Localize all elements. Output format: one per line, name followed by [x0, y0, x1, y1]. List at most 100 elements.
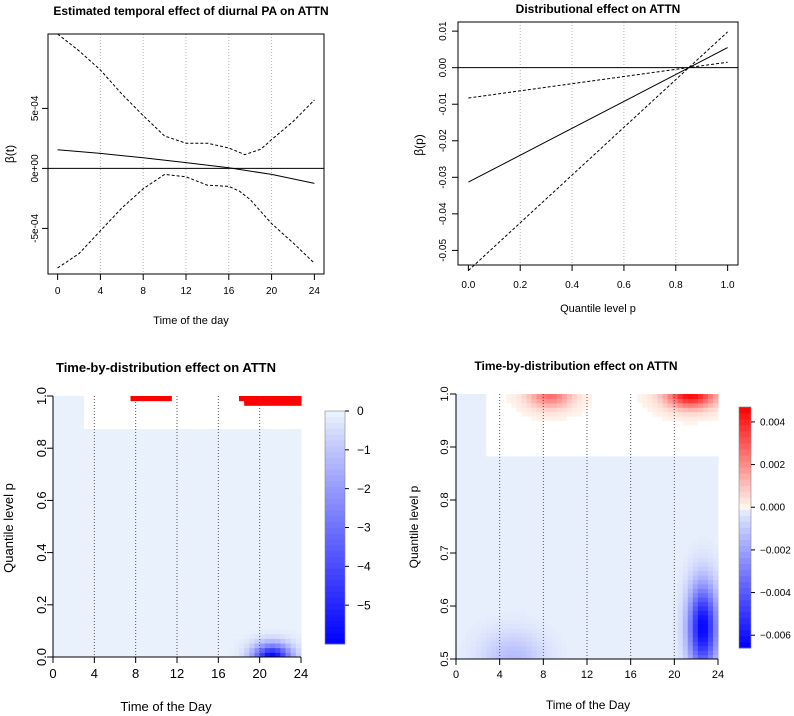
heatmap-cell — [576, 610, 583, 616]
heatmap-cell — [571, 650, 578, 656]
heatmap-cell — [486, 469, 492, 474]
heatmap-cell — [612, 438, 618, 444]
heatmap-cell — [197, 503, 204, 509]
heatmap-cell — [587, 544, 593, 550]
heatmap-cell — [146, 451, 152, 458]
heatmap-cell — [471, 522, 477, 527]
heatmap-cell — [84, 484, 90, 490]
heatmap-cell — [156, 419, 162, 425]
colorbar-segment — [325, 614, 345, 622]
heatmap-cell — [546, 579, 553, 585]
heatmap-cell — [561, 416, 568, 421]
heatmap-cell — [140, 629, 147, 635]
heatmap-cell — [68, 568, 75, 574]
heatmap-cell — [109, 447, 116, 453]
heatmap-cell — [486, 464, 492, 470]
heatmap-cell — [461, 513, 467, 519]
heatmap-cell — [521, 398, 528, 404]
heatmap-cell — [202, 456, 209, 462]
heatmap-cell — [481, 464, 487, 470]
heatmap-cell — [506, 553, 512, 558]
heatmap-cell — [161, 447, 168, 453]
heatmap-cell — [228, 409, 235, 416]
heatmap-cell — [481, 460, 487, 466]
heatmap-cell — [627, 553, 633, 558]
heatmap-cell — [511, 424, 517, 430]
heatmap-cell — [239, 447, 245, 453]
heatmap-cell — [466, 641, 472, 647]
heatmap-cell — [511, 610, 517, 616]
heatmap-cell — [607, 442, 613, 448]
heatmap-cell — [511, 495, 517, 501]
heatmap-cell — [68, 652, 75, 658]
heatmap-cell — [612, 504, 618, 510]
heatmap-cell — [125, 484, 131, 490]
heatmap-cell — [223, 559, 230, 565]
heatmap-cell — [476, 561, 482, 567]
heatmap-cell — [526, 447, 533, 452]
heatmap-cell — [254, 451, 261, 458]
heatmap-cell — [192, 447, 199, 453]
heatmap-cell — [536, 420, 543, 426]
heatmap-cell — [73, 633, 80, 639]
heatmap-cell — [587, 416, 593, 421]
heatmap-cell — [239, 549, 245, 555]
heatmap-cell — [466, 544, 472, 550]
heatmap-cell — [166, 545, 173, 551]
heatmap-cell — [471, 508, 477, 514]
heatmap-cell — [89, 549, 95, 555]
x-axis-label: Time of the Day — [546, 698, 630, 712]
heatmap-cell — [109, 414, 116, 420]
heatmap-cell — [264, 475, 271, 481]
heatmap-cell — [53, 461, 59, 467]
heatmap-cell — [94, 624, 100, 630]
heatmap-cell — [617, 579, 623, 585]
heatmap-cell — [290, 442, 297, 448]
heatmap-cell — [556, 394, 563, 399]
heatmap-cell — [84, 419, 90, 425]
heatmap-cell — [587, 623, 593, 629]
heatmap-cell — [146, 400, 152, 406]
heatmap-cell — [104, 475, 111, 481]
heatmap-cell — [456, 513, 462, 519]
heatmap-cell — [627, 464, 633, 470]
heatmap-cell — [602, 575, 608, 580]
heatmap-cell — [561, 645, 568, 651]
heatmap-cell — [290, 461, 297, 467]
heatmap-cell — [295, 624, 302, 630]
heatmap-cell — [491, 424, 497, 430]
heatmap-cell — [244, 647, 250, 653]
heatmap-cell — [89, 643, 95, 649]
heatmap-cell — [275, 610, 281, 616]
heatmap-cell — [627, 451, 633, 457]
heatmap-cell — [471, 579, 477, 585]
heatmap-cell — [259, 517, 266, 523]
heatmap-cell — [622, 513, 628, 519]
heatmap-cell — [290, 610, 297, 616]
heatmap-cell — [622, 504, 628, 510]
heatmap-cell — [104, 582, 111, 588]
heatmap-cell — [53, 479, 59, 486]
heatmap-cell — [197, 559, 204, 565]
heatmap-cell — [617, 623, 623, 629]
heatmap-cell — [140, 549, 147, 555]
heatmap-cell — [481, 407, 487, 413]
heatmap-cell — [73, 503, 80, 509]
heatmap-cell — [239, 396, 245, 402]
heatmap-cell — [120, 465, 126, 472]
heatmap-cell — [491, 491, 497, 497]
heatmap-cell — [259, 624, 266, 630]
heatmap-cell — [587, 650, 593, 656]
heatmap-cell — [166, 624, 173, 630]
heatmap-cell — [541, 530, 548, 536]
heatmap-cell — [78, 610, 85, 616]
heatmap-cell — [592, 579, 598, 585]
heatmap-cell — [597, 424, 603, 430]
heatmap-cell — [627, 433, 633, 439]
heatmap-cell — [632, 566, 638, 572]
heatmap-cell — [275, 479, 281, 486]
heatmap-cell — [295, 493, 302, 500]
heatmap-cell — [587, 411, 593, 417]
heatmap-cell — [561, 553, 568, 558]
heatmap-cell — [295, 643, 302, 649]
